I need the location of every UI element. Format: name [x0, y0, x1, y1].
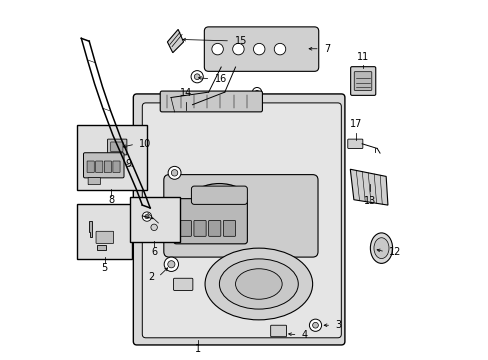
- FancyBboxPatch shape: [163, 175, 317, 257]
- Circle shape: [255, 90, 258, 94]
- FancyBboxPatch shape: [350, 67, 375, 95]
- Text: 15: 15: [234, 36, 246, 46]
- FancyBboxPatch shape: [130, 197, 179, 242]
- Ellipse shape: [369, 233, 392, 264]
- Text: 7: 7: [324, 44, 330, 54]
- Circle shape: [191, 71, 203, 83]
- Circle shape: [167, 261, 175, 268]
- Circle shape: [164, 257, 178, 271]
- FancyBboxPatch shape: [87, 161, 94, 172]
- FancyBboxPatch shape: [179, 221, 191, 236]
- FancyBboxPatch shape: [96, 231, 113, 243]
- FancyBboxPatch shape: [191, 186, 247, 204]
- Text: 2: 2: [147, 272, 154, 282]
- FancyBboxPatch shape: [353, 72, 371, 90]
- FancyBboxPatch shape: [194, 221, 206, 236]
- Text: 11: 11: [356, 51, 368, 62]
- Text: 16: 16: [214, 74, 226, 84]
- FancyBboxPatch shape: [77, 125, 146, 190]
- FancyBboxPatch shape: [133, 94, 344, 345]
- Circle shape: [312, 322, 318, 328]
- Text: 1: 1: [194, 343, 201, 354]
- Circle shape: [309, 319, 321, 331]
- FancyBboxPatch shape: [160, 91, 262, 112]
- Circle shape: [274, 43, 285, 55]
- FancyBboxPatch shape: [270, 325, 286, 337]
- Polygon shape: [97, 245, 106, 250]
- FancyBboxPatch shape: [83, 153, 124, 178]
- FancyBboxPatch shape: [110, 142, 122, 152]
- FancyBboxPatch shape: [142, 103, 341, 338]
- Polygon shape: [167, 30, 183, 53]
- Text: 14: 14: [180, 88, 192, 98]
- Polygon shape: [349, 169, 387, 205]
- FancyBboxPatch shape: [113, 161, 120, 172]
- Text: 5: 5: [102, 263, 107, 273]
- Circle shape: [144, 215, 149, 219]
- FancyBboxPatch shape: [173, 199, 247, 244]
- Circle shape: [252, 87, 261, 97]
- Circle shape: [194, 74, 200, 80]
- Text: 6: 6: [151, 247, 157, 257]
- FancyBboxPatch shape: [208, 221, 221, 236]
- FancyBboxPatch shape: [96, 161, 102, 172]
- Ellipse shape: [204, 248, 312, 320]
- Text: 4: 4: [301, 330, 307, 340]
- FancyBboxPatch shape: [347, 139, 362, 148]
- Text: 13: 13: [363, 196, 375, 206]
- Polygon shape: [88, 221, 92, 237]
- Circle shape: [232, 43, 244, 55]
- Ellipse shape: [235, 269, 282, 299]
- FancyBboxPatch shape: [77, 204, 132, 258]
- Ellipse shape: [219, 259, 298, 309]
- Circle shape: [168, 166, 181, 179]
- FancyBboxPatch shape: [88, 177, 100, 185]
- Circle shape: [142, 212, 151, 221]
- FancyBboxPatch shape: [104, 161, 111, 172]
- Circle shape: [211, 43, 223, 55]
- FancyBboxPatch shape: [223, 221, 235, 236]
- FancyBboxPatch shape: [173, 278, 192, 291]
- FancyBboxPatch shape: [204, 27, 318, 71]
- Text: 17: 17: [349, 119, 361, 129]
- Text: 12: 12: [388, 247, 401, 257]
- Text: 10: 10: [139, 139, 151, 149]
- Text: 9: 9: [125, 158, 131, 168]
- Text: 3: 3: [335, 320, 341, 330]
- Circle shape: [171, 170, 178, 176]
- Circle shape: [253, 43, 264, 55]
- Text: 8: 8: [108, 195, 114, 206]
- Circle shape: [151, 224, 157, 230]
- Ellipse shape: [373, 238, 388, 258]
- FancyBboxPatch shape: [107, 139, 126, 155]
